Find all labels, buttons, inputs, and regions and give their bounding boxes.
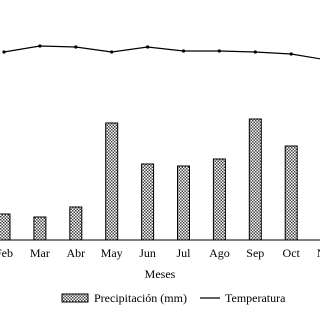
line-point bbox=[2, 50, 6, 54]
legend-label: Precipitación (mm) bbox=[94, 291, 187, 305]
x-tick-label: Ago bbox=[209, 246, 230, 260]
line-point bbox=[74, 45, 78, 49]
x-tick-label: Sep bbox=[246, 246, 264, 260]
line bbox=[3, 45, 320, 60]
x-tick-label: Jun bbox=[139, 246, 156, 260]
bar bbox=[212, 158, 226, 241]
bar bbox=[0, 213, 11, 241]
line-point bbox=[217, 49, 221, 53]
x-tick-label: May bbox=[101, 246, 123, 260]
x-tick-label: Nov bbox=[317, 246, 320, 260]
line-point bbox=[38, 44, 42, 48]
line-point bbox=[253, 50, 257, 54]
legend-swatch bbox=[61, 293, 89, 303]
line-point bbox=[181, 49, 186, 53]
line-point bbox=[289, 52, 293, 56]
bar bbox=[105, 122, 119, 241]
line-point bbox=[110, 50, 114, 54]
x-tick-label: Oct bbox=[283, 246, 301, 260]
bar bbox=[284, 145, 298, 241]
bar bbox=[69, 206, 83, 241]
legend-label: Temperatura bbox=[225, 291, 286, 305]
bar bbox=[141, 163, 155, 241]
bar bbox=[177, 165, 190, 241]
bar bbox=[248, 118, 262, 241]
x-axis-title: Meses bbox=[145, 267, 176, 281]
x-tick-label: Jul bbox=[176, 246, 191, 260]
line-point bbox=[146, 45, 150, 49]
x-tick-label: Feb bbox=[0, 246, 13, 260]
bar bbox=[33, 216, 47, 241]
x-tick-label: Mar bbox=[30, 246, 50, 260]
x-tick-label: Abr bbox=[66, 246, 85, 260]
